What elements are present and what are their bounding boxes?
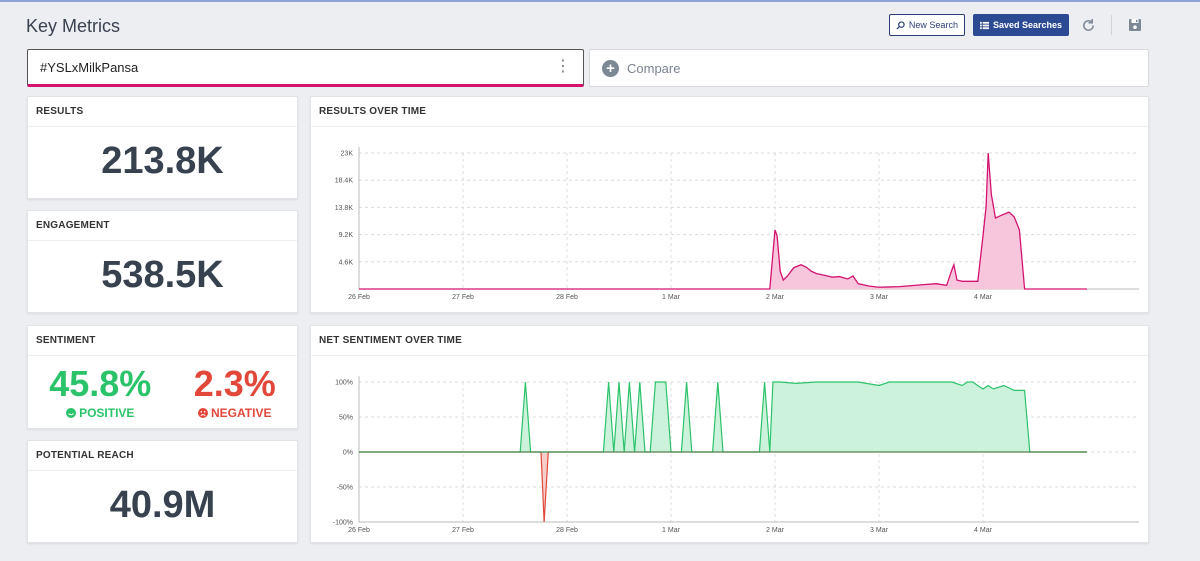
x-tick-label: 2 Mar: [766, 294, 785, 301]
results-card: RESULTS 213.8K: [27, 96, 298, 199]
net-sentiment-card: NET SENTIMENT OVER TIME -100% -50% 0% 50% 10…: [310, 325, 1149, 543]
smile-icon: [66, 408, 77, 418]
net-sentiment-chart[interactable]: -100% -50% 0% 50% 100% 26 Feb 27 Feb 28 Feb 1 Ma…: [311, 356, 1148, 542]
x-tick-label: 28 Feb: [556, 294, 578, 301]
new-search-label: New Search: [908, 20, 958, 30]
refresh-icon[interactable]: [1077, 14, 1099, 36]
saved-searches-button[interactable]: Saved Searches: [972, 14, 1069, 36]
engagement-value: 538.5K: [101, 254, 224, 296]
y-tick-label: 4.6K: [339, 259, 354, 266]
x-tick-label: 26 Feb: [348, 527, 370, 534]
compare-label: Compare: [627, 60, 681, 76]
engagement-card-title: ENGAGEMENT: [28, 211, 297, 241]
save-icon[interactable]: [1124, 14, 1146, 36]
toolbar: New Search Saved Searches: [888, 14, 1146, 36]
y-tick-label: 23K: [341, 151, 354, 158]
reach-card: POTENTIAL REACH 40.9M: [27, 440, 298, 543]
toolbar-divider: [1111, 15, 1112, 35]
results-line: [359, 152, 1087, 290]
negative-value: 2.3%: [193, 363, 276, 404]
x-tick-label: 3 Mar: [870, 527, 889, 534]
y-tick-label: 18.4K: [335, 178, 354, 185]
engagement-card: ENGAGEMENT 538.5K: [27, 210, 298, 313]
search-query-field[interactable]: #YSLxMilkPansa ⋮: [27, 49, 584, 87]
y-tick-label: 9.2K: [339, 232, 354, 239]
compare-field[interactable]: + Compare: [589, 49, 1149, 87]
y-tick-label: -100%: [333, 520, 353, 527]
reach-card-title: POTENTIAL REACH: [28, 441, 297, 471]
y-tick-label: 50%: [339, 415, 353, 422]
results-over-time-title: RESULTS OVER TIME: [311, 97, 1148, 127]
plus-circle-icon: +: [602, 59, 619, 77]
results-area: [359, 153, 1087, 289]
negative-sentiment: 2.3% NEGATIVE: [193, 363, 276, 421]
y-tick-label: 0%: [343, 450, 353, 457]
x-tick-label: 3 Mar: [870, 294, 889, 301]
positive-sentiment-area: [359, 382, 1087, 452]
x-tick-label: 27 Feb: [452, 294, 474, 301]
frown-icon: [198, 408, 208, 418]
list-icon: [979, 21, 989, 29]
y-tick-label: -50%: [337, 485, 353, 492]
results-over-time-card: RESULTS OVER TIME 4.6K 9.2K 13.8K 18.4K 23K 2…: [310, 96, 1149, 313]
x-tick-label: 2 Mar: [766, 527, 785, 534]
kebab-menu-icon[interactable]: ⋮: [555, 58, 571, 75]
x-tick-label: 4 Mar: [974, 294, 993, 301]
negative-label: NEGATIVE: [211, 406, 272, 420]
positive-sentiment: 45.8% POSITIVE: [49, 363, 152, 421]
x-tick-label: 1 Mar: [662, 294, 681, 301]
net-sentiment-title: NET SENTIMENT OVER TIME: [311, 326, 1148, 356]
x-tick-label: 28 Feb: [556, 527, 578, 534]
sentiment-card: SENTIMENT 45.8% POSITIVE 2.3% NEGATIVE: [27, 325, 298, 429]
search-icon: [896, 20, 905, 30]
positive-label: POSITIVE: [79, 406, 135, 420]
x-tick-label: 27 Feb: [452, 527, 474, 534]
sentiment-card-title: SENTIMENT: [28, 326, 297, 356]
results-value: 213.8K: [101, 140, 224, 182]
x-tick-label: 26 Feb: [348, 294, 370, 301]
search-query-text: #YSLxMilkPansa: [40, 59, 139, 75]
saved-searches-label: Saved Searches: [992, 20, 1062, 30]
reach-value: 40.9M: [109, 484, 216, 526]
positive-value: 45.8%: [49, 363, 152, 404]
results-card-title: RESULTS: [28, 97, 297, 127]
positive-sentiment-line: [359, 381, 1087, 453]
page-title: Key Metrics: [26, 16, 121, 36]
y-tick-label: 100%: [335, 380, 353, 387]
y-tick-label: 13.8K: [335, 205, 354, 212]
x-tick-label: 1 Mar: [662, 527, 681, 534]
x-tick-label: 4 Mar: [974, 527, 993, 534]
new-search-button[interactable]: New Search: [888, 14, 965, 36]
results-over-time-chart[interactable]: 4.6K 9.2K 13.8K 18.4K 23K 26 Feb 27 Feb 28 Feb 1…: [311, 127, 1148, 312]
